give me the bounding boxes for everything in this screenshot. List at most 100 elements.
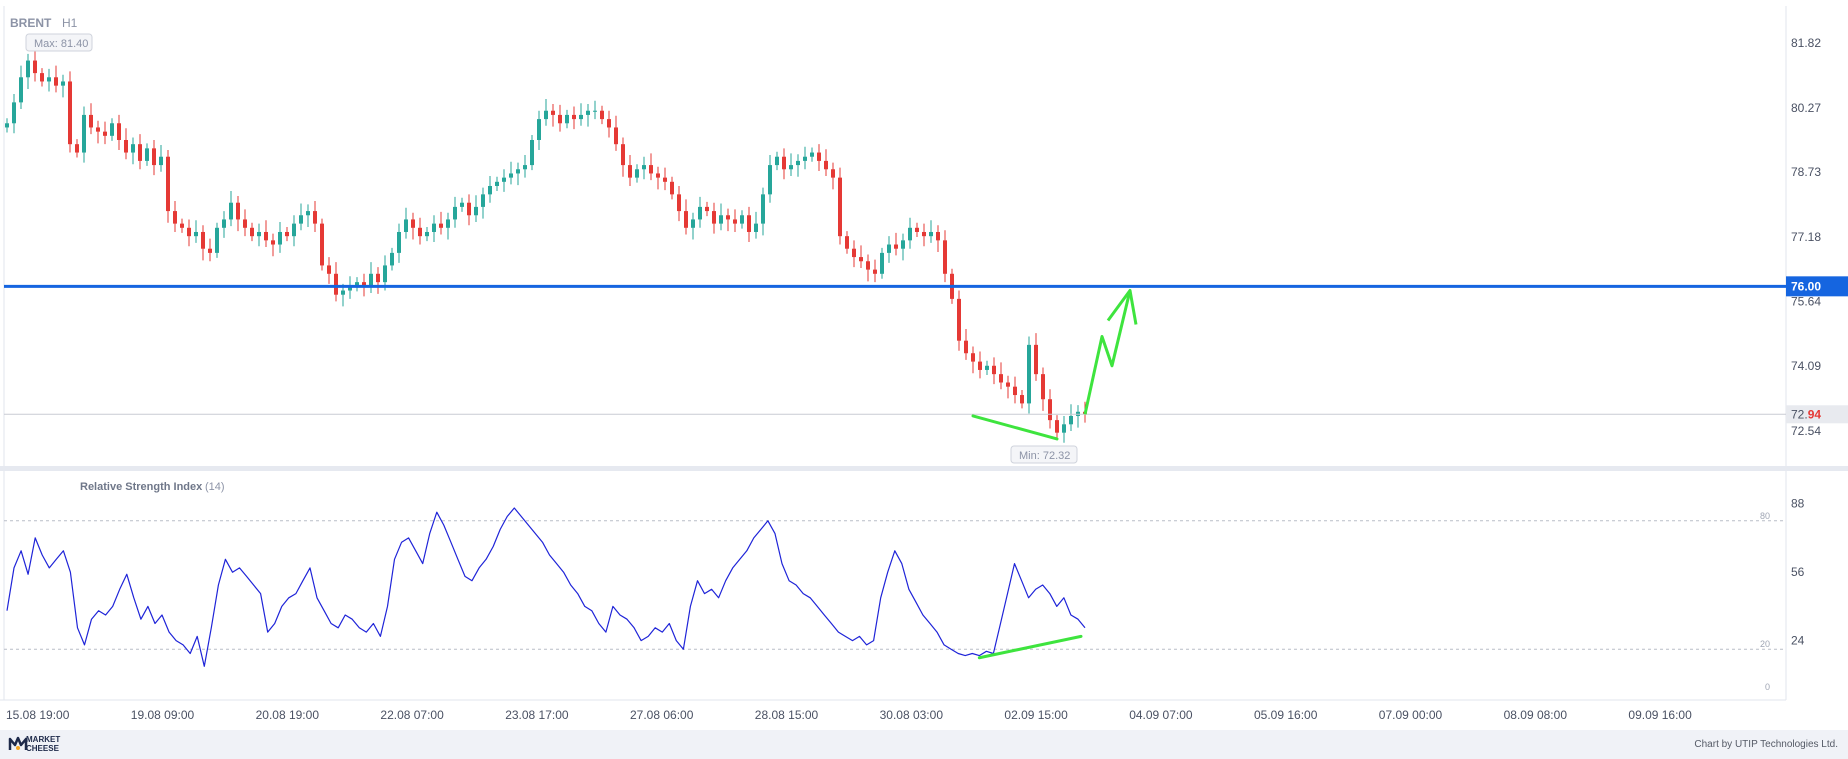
candle-body bbox=[1013, 386, 1017, 396]
candle-body bbox=[621, 144, 625, 166]
rsi-level-label: 20 bbox=[1760, 639, 1770, 649]
candle-body bbox=[1034, 344, 1038, 375]
candle-body bbox=[334, 273, 338, 295]
candle-body bbox=[887, 244, 891, 253]
candle-body bbox=[873, 269, 877, 274]
candle-body bbox=[810, 152, 814, 157]
candle-body bbox=[1069, 415, 1073, 425]
candle-body bbox=[712, 211, 716, 224]
candle-body bbox=[117, 123, 121, 140]
price-tick-label: 77.18 bbox=[1791, 230, 1821, 244]
candle-body bbox=[586, 110, 590, 115]
candle-body bbox=[978, 361, 982, 370]
candle-body bbox=[397, 231, 401, 253]
last-price-label-tail: 94 bbox=[1808, 407, 1822, 421]
rsi-title: Relative Strength Index bbox=[80, 481, 203, 493]
candle-body bbox=[537, 119, 541, 140]
candle-body bbox=[1062, 424, 1066, 433]
candle-body bbox=[992, 365, 996, 375]
candle-body bbox=[509, 173, 513, 178]
candle-body bbox=[362, 282, 366, 287]
candle-body bbox=[152, 148, 156, 166]
candle-body bbox=[320, 223, 324, 266]
candle-body bbox=[999, 374, 1003, 383]
price-tick-label: 72.54 bbox=[1791, 424, 1821, 438]
candle-body bbox=[908, 227, 912, 241]
candle-body bbox=[250, 227, 254, 237]
time-tick-label: 28.08 15:00 bbox=[755, 708, 819, 722]
market-cheese-logo-icon bbox=[8, 736, 28, 750]
candle-body bbox=[425, 231, 429, 237]
candle-body bbox=[390, 252, 394, 266]
candle-body bbox=[488, 185, 492, 195]
time-tick-label: 04.09 07:00 bbox=[1129, 708, 1193, 722]
candle-body bbox=[355, 282, 359, 287]
candle-body bbox=[5, 123, 9, 128]
level-tag bbox=[1786, 276, 1848, 297]
candle-body bbox=[418, 227, 422, 237]
chart-credit: Chart by UTIP Technologies Ltd. bbox=[1694, 739, 1838, 750]
max-badge-text: Max: 81.40 bbox=[34, 38, 88, 50]
last-price-tag bbox=[1786, 405, 1848, 424]
candle-body bbox=[971, 353, 975, 362]
candle-body bbox=[544, 110, 548, 120]
candle-body bbox=[229, 202, 233, 220]
candle-body bbox=[103, 131, 107, 136]
time-tick-label: 02.09 15:00 bbox=[1004, 708, 1068, 722]
rsi-tick-label: 24 bbox=[1791, 634, 1805, 648]
candle-body bbox=[684, 211, 688, 228]
candle-body bbox=[607, 119, 611, 128]
candle-body bbox=[838, 177, 842, 237]
time-axis[interactable]: 15.08 19:00 19.08 09:00 20.08 19:00 22.08 0… bbox=[6, 708, 1692, 722]
timeframe-label[interactable]: H1 bbox=[62, 16, 78, 30]
price-tick-label: 81.82 bbox=[1791, 36, 1821, 50]
candle-body bbox=[306, 211, 310, 216]
time-tick-label: 15.08 19:00 bbox=[6, 708, 70, 722]
candle-body bbox=[194, 231, 198, 237]
candle-body bbox=[628, 165, 632, 178]
price-low-trendline[interactable] bbox=[971, 414, 1059, 441]
candle-body bbox=[579, 114, 583, 120]
candle-body bbox=[264, 231, 268, 241]
candle-body bbox=[1006, 382, 1010, 387]
candle-body bbox=[894, 244, 898, 249]
candle-body bbox=[369, 273, 373, 287]
candle-body bbox=[649, 165, 653, 174]
candle-body bbox=[12, 102, 16, 124]
candle-body bbox=[1041, 374, 1045, 400]
rsi-series: 80 20 0 bbox=[4, 507, 1786, 692]
candle-body bbox=[530, 140, 534, 166]
panel-divider[interactable] bbox=[0, 466, 1848, 471]
forecast-arrow[interactable] bbox=[1083, 290, 1132, 415]
candle-body bbox=[404, 219, 408, 232]
candle-body bbox=[495, 181, 499, 186]
candle-body bbox=[89, 114, 93, 128]
candle-body bbox=[614, 127, 618, 145]
candle-body bbox=[292, 223, 296, 237]
candle-body bbox=[145, 148, 149, 161]
candle-body bbox=[943, 240, 947, 274]
rsi-period: (14) bbox=[205, 481, 225, 493]
candle-body bbox=[460, 202, 464, 207]
candle-body bbox=[75, 144, 79, 153]
candle-body bbox=[761, 194, 765, 224]
candle-body bbox=[670, 181, 674, 195]
time-tick-label: 23.08 17:00 bbox=[505, 708, 569, 722]
candle-body bbox=[663, 177, 667, 182]
candle-body bbox=[208, 248, 212, 253]
candle-body bbox=[61, 81, 65, 86]
candle-body bbox=[502, 177, 506, 182]
candle-body bbox=[782, 156, 786, 170]
price-panel bbox=[3, 6, 1787, 466]
rsi-divergence-line[interactable] bbox=[977, 634, 1083, 660]
candle-body bbox=[733, 219, 737, 224]
rsi-level-label: 0 bbox=[1765, 682, 1770, 692]
candle-body bbox=[740, 215, 744, 224]
candle-body bbox=[859, 257, 863, 262]
price-tick-label: 78.73 bbox=[1791, 165, 1821, 179]
candle-body bbox=[635, 169, 639, 178]
candle-body bbox=[54, 77, 58, 86]
candle-body bbox=[747, 215, 751, 232]
candle-body bbox=[656, 173, 660, 178]
candle-body bbox=[376, 273, 380, 283]
